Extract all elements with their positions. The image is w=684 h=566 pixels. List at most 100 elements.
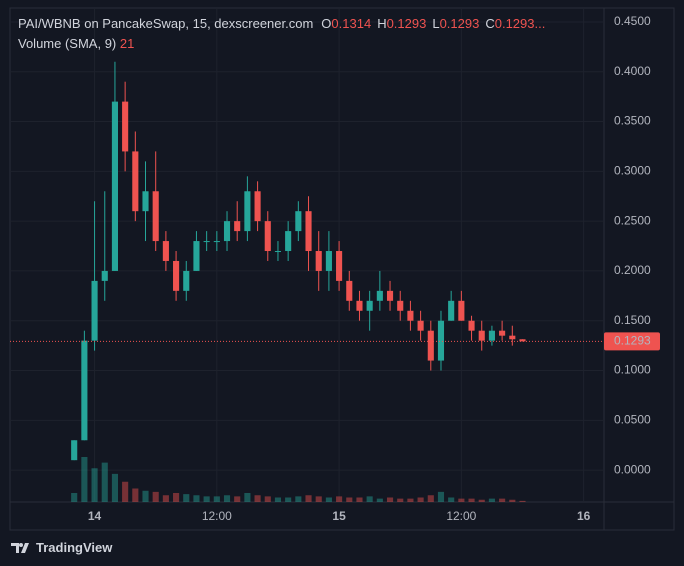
volume-bar <box>81 457 88 502</box>
volume-bar <box>356 497 363 502</box>
volume-bar <box>162 495 169 502</box>
y-tick-label: 0.3000 <box>614 164 651 178</box>
volume-bar <box>203 496 210 502</box>
volume-bar <box>285 497 292 502</box>
x-tick-label: 16 <box>577 509 591 523</box>
candle-body <box>386 290 394 301</box>
candle-body <box>325 251 332 271</box>
ohlc-key: C <box>485 16 495 31</box>
last-price-label: 0.1293 <box>614 334 651 348</box>
volume-bar <box>183 494 190 502</box>
volume-bar <box>213 496 220 502</box>
volume-bar <box>132 488 139 502</box>
volume-bar <box>173 493 180 502</box>
volume-label: Volume (SMA, 9) <box>18 36 117 51</box>
x-tick-label: 15 <box>332 509 346 523</box>
candle-body <box>315 251 322 271</box>
candle-body <box>111 101 118 271</box>
candle-body <box>397 300 404 311</box>
candle-body <box>488 330 495 341</box>
candle-body <box>366 300 373 311</box>
candle-body <box>193 241 200 271</box>
candle-body <box>285 231 292 252</box>
volume-bar <box>488 498 495 502</box>
volume-bar <box>427 495 434 502</box>
candle-body <box>519 339 526 342</box>
candle-body <box>254 191 261 222</box>
candle-body <box>101 270 108 281</box>
candle-body <box>71 440 78 461</box>
ohlc-key: L <box>432 16 440 31</box>
candle-body <box>509 335 516 340</box>
y-tick-label: 0.4000 <box>614 64 651 78</box>
volume-bar <box>122 481 129 502</box>
x-tick-label: 12:00 <box>202 509 232 523</box>
candle-body <box>264 221 271 252</box>
volume-bar <box>448 497 455 502</box>
volume-bar <box>325 497 332 502</box>
candle-body <box>478 330 485 341</box>
ohlc-value: 0.1293 <box>386 16 427 31</box>
volume-bar <box>101 462 108 502</box>
candle-body <box>499 330 506 336</box>
frame <box>9 7 675 531</box>
y-tick-label: 0.2500 <box>614 213 651 227</box>
y-tick-label: 0.0500 <box>614 413 651 427</box>
volume-bar <box>458 498 465 502</box>
y-tick-label: 0.1500 <box>614 313 651 327</box>
volume-bar <box>152 491 159 502</box>
volume-bar <box>519 500 526 502</box>
candle-body <box>336 251 343 281</box>
y-tick-label: 0.4500 <box>614 14 651 28</box>
ohlc-value: 0.1293 <box>439 16 480 31</box>
volume-bar <box>437 491 445 502</box>
volume-bar <box>71 493 78 502</box>
candle-body <box>162 241 169 261</box>
brand: TradingView <box>10 540 112 555</box>
volume-bar <box>254 495 261 502</box>
volume-bar <box>295 496 302 502</box>
candle-body <box>376 290 383 301</box>
candle-body <box>274 251 282 253</box>
volume-bar <box>264 496 271 502</box>
candle-body <box>458 300 465 321</box>
ohlc-value: 0.1293... <box>494 16 546 31</box>
y-tick-label: 0.0000 <box>614 462 651 476</box>
candle-body <box>427 330 434 361</box>
volume-bar <box>91 468 98 502</box>
last-price-box <box>604 332 660 351</box>
candle-body <box>407 310 414 321</box>
candle-body <box>448 300 455 321</box>
candle-body <box>152 191 159 242</box>
volume-bar <box>193 495 200 502</box>
ohlc-value: 0.1314 <box>331 16 372 31</box>
symbol-title: PAI/WBNB on PancakeSwap, 15, dexscreener… <box>18 16 314 31</box>
brand-name: TradingView <box>36 540 113 555</box>
candle-body <box>244 191 251 232</box>
candle-body <box>91 280 98 341</box>
candle-body <box>183 270 190 291</box>
ohlc-key: O <box>321 16 332 31</box>
candle-body <box>122 101 129 152</box>
candle-body <box>142 191 149 212</box>
ohlc-key: H <box>377 16 387 31</box>
volume-value: 21 <box>119 36 135 51</box>
volume-bar <box>142 490 149 502</box>
volume-bar <box>305 495 312 502</box>
volume-bar <box>499 498 506 502</box>
candle-body <box>437 320 445 361</box>
volume-bar <box>509 499 516 502</box>
brand-logo <box>11 542 29 553</box>
legend-row: Volume (SMA, 9) 21 <box>18 34 551 54</box>
candle-body <box>356 300 363 311</box>
legend-row: PAI/WBNB on PancakeSwap, 15, dexscreener… <box>18 14 551 34</box>
candle-body <box>223 221 231 242</box>
volume-bar <box>223 495 231 502</box>
y-tick-label: 0.2000 <box>614 263 651 277</box>
volume-bar <box>366 496 373 502</box>
candle-body <box>305 211 312 252</box>
volume-bar <box>386 497 394 502</box>
candle-body <box>213 241 220 243</box>
